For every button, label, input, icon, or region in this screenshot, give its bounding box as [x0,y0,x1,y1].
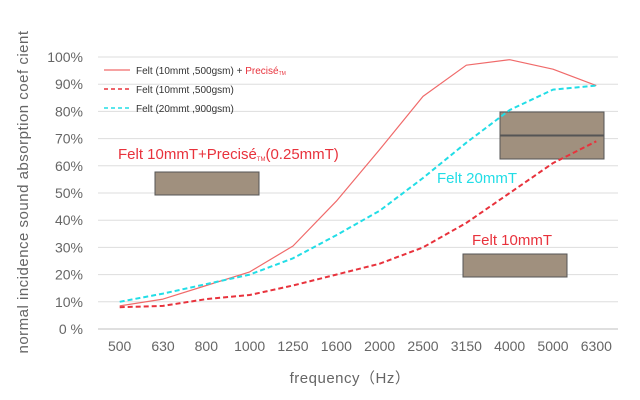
x-axis-ticks: 500 630 800 1000 1250 1600 2000 2500 3150 4000 500… [108,338,612,354]
y-tick-label: 90% [55,76,83,92]
felt-sample-images [154,111,605,278]
x-tick-label: 630 [151,338,175,354]
x-axis-title: frequency（Hz） [290,370,411,387]
sample-felt-precise [154,171,260,196]
x-tick-label: 2500 [407,338,438,354]
series-line-3 [119,84,597,303]
y-axis-title: normal incidence sound absorption coef c… [15,30,32,353]
y-tick-label: 60% [55,158,83,174]
x-tick-label: 2000 [364,338,395,354]
x-tick-label: 500 [108,338,132,354]
x-tick-label: 5000 [537,338,568,354]
x-tick-label: 1000 [234,338,265,354]
series-line-2 [119,140,597,309]
x-tick-label: 1250 [277,338,308,354]
y-tick-label: 0 % [59,321,83,337]
y-tick-label: 40% [55,212,83,228]
x-tick-label: 4000 [494,338,525,354]
annotation-felt-precise: Felt 10mmT+PreciséTM(0.25mmT) [118,146,339,163]
legend-label-1: Felt (10mmt ,500gsm) + PreciséTM [136,66,286,77]
x-tick-label: 800 [195,338,219,354]
legend-label-2: Felt (10mmt ,500gsm) [136,85,234,96]
legend: Felt (10mmt ,500gsm) + PreciséTM Felt (1… [104,66,286,115]
x-tick-label: 6300 [581,338,612,354]
sample-felt-20mm-top [499,111,605,136]
y-tick-label: 100% [47,49,83,65]
y-tick-label: 80% [55,103,83,119]
annotation-felt-20mm: Felt 20mmT [437,170,517,187]
y-tick-label: 70% [55,131,83,147]
series-lines [119,59,597,309]
y-tick-label: 30% [55,239,83,255]
series-line-1 [119,59,597,307]
x-tick-label: 1600 [321,338,352,354]
legend-label-3: Felt (20mmt ,900gsm) [136,104,234,115]
x-tick-label: 3150 [451,338,482,354]
y-tick-label: 10% [55,294,83,310]
sample-felt-10mm [462,253,568,278]
y-tick-label: 50% [55,185,83,201]
y-tick-label: 20% [55,267,83,283]
y-axis-ticks: 0 % 10% 20% 30% 40% 50% 60% 70% 80% 90% 100% [47,49,83,337]
sample-felt-20mm-bottom [499,135,605,160]
annotation-felt-10mm: Felt 10mmT [472,232,552,249]
